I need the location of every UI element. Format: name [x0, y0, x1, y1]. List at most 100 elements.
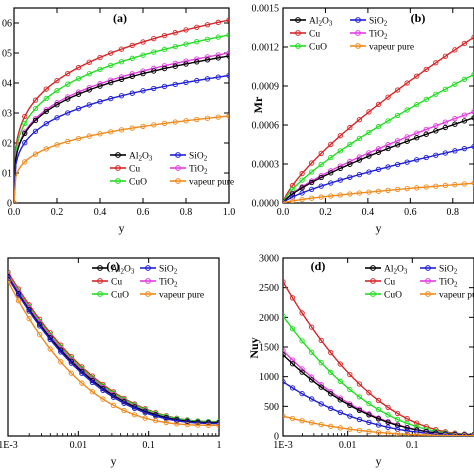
series-marker-vapeur-pure: [172, 119, 178, 125]
plot-frame: [13, 7, 230, 204]
series-marker-Al2O3: [404, 138, 410, 144]
series-marker-SiO2: [65, 110, 71, 116]
y-tick-label: 2000: [259, 313, 279, 324]
series-marker-SiO2: [394, 161, 401, 168]
x-tick-label: 0.8: [447, 207, 460, 218]
series-marker-SiO2: [79, 370, 85, 376]
series-marker-SiO2: [404, 159, 410, 165]
legend-swatch-marker: [295, 17, 301, 23]
series-marker-Al2O3: [385, 419, 391, 425]
series-marker-SiO2: [289, 385, 296, 391]
series-marker-Cu: [347, 124, 353, 131]
series-marker-vapeur-pure: [22, 159, 28, 165]
x-tick-label: 0.01: [70, 440, 88, 451]
series-marker-vapeur-pure: [54, 142, 60, 148]
series-marker-TiO2: [452, 115, 458, 122]
series-marker-SiO2: [97, 98, 103, 105]
series-marker-SiO2: [423, 154, 429, 161]
series-marker-Cu: [347, 371, 353, 378]
legend-swatch-marker: [370, 291, 376, 297]
series-marker-Al2O3: [289, 191, 296, 197]
series-line-Cu: [283, 36, 474, 203]
series-marker-Cu: [328, 350, 334, 356]
series-marker-vapeur-pure: [299, 418, 305, 424]
legend-subscript: 2: [204, 168, 208, 176]
series-marker-CuO: [394, 416, 401, 423]
series-marker-vapeur-pure: [75, 135, 82, 142]
legend-label: Al2O3: [309, 17, 333, 28]
series-marker-Cu: [442, 53, 448, 59]
series-marker-vapeur-pure: [375, 429, 382, 436]
series-marker-SiO2: [414, 157, 420, 163]
panel-1: 0.0 0.2 0.4 0.6 0.8 1.00010203040506y(a)Al2O3…: [2, 7, 235, 235]
legend-swatch-marker: [370, 265, 376, 271]
series-marker-Cu: [404, 80, 410, 86]
series-marker-CuO: [289, 326, 296, 332]
series-marker-vapeur-pure: [442, 432, 448, 436]
series-line-CuO: [14, 34, 229, 203]
series-marker-vapeur-pure: [151, 122, 157, 128]
legend-swatch-marker: [425, 278, 431, 284]
legend-label: vapeur pure: [159, 291, 204, 301]
series-marker-TiO2: [356, 154, 363, 160]
series-marker-Cu: [108, 50, 114, 56]
series-marker-vapeur-pure: [37, 331, 43, 338]
series-line-SiO2: [283, 145, 474, 203]
legend-text-part: CuO: [111, 291, 129, 301]
series-marker-vapeur-pure: [356, 427, 363, 434]
series-marker-Cu: [289, 182, 296, 189]
legend-label: vapeur pure: [189, 178, 234, 188]
series-marker-Cu: [318, 150, 324, 157]
series-marker-SiO2: [442, 150, 448, 156]
legend-label: SiO2: [189, 152, 208, 163]
series-marker-CuO: [65, 81, 71, 87]
series-marker-Cu: [97, 54, 103, 61]
legend-label: TiO2: [439, 278, 458, 289]
series-marker-SiO2: [452, 148, 458, 154]
series-marker-Cu: [151, 36, 157, 42]
series-marker-Cu: [385, 404, 391, 411]
series-marker-Cu: [86, 59, 92, 65]
x-tick-label: 0.0: [8, 207, 21, 218]
series-marker-vapeur-pure: [58, 359, 64, 365]
series-marker-Al2O3: [226, 53, 229, 59]
series-marker-vapeur-pure: [32, 151, 39, 157]
series-marker-SiO2: [366, 419, 372, 426]
legend-label: CuO: [129, 178, 147, 188]
series-marker-Al2O3: [299, 185, 305, 191]
series-marker-vapeur-pure: [423, 184, 429, 190]
series-marker-vapeur-pure: [68, 370, 74, 376]
y-tick-label: 3000: [259, 254, 279, 265]
series-marker-CuO: [347, 141, 353, 148]
series-line-vapeur-pure: [283, 415, 474, 436]
series-marker-Cu: [318, 337, 324, 344]
series-marker-CuO: [347, 386, 353, 393]
series-marker-SiO2: [194, 77, 200, 84]
legend-swatch-marker: [145, 265, 151, 271]
series-marker-SiO2: [174, 418, 180, 424]
series-marker-SiO2: [89, 379, 96, 385]
series-marker-Al2O3: [423, 131, 429, 137]
legend-swatch-marker: [145, 291, 151, 297]
series-marker-Cu: [356, 381, 363, 387]
series-marker-Al2O3: [308, 377, 315, 383]
legend-text-part: CuO: [309, 43, 327, 53]
legend-label: TiO2: [369, 30, 388, 41]
legend-text-part: O: [322, 17, 329, 27]
series-marker-vapeur-pure: [452, 432, 458, 436]
legend-label: Cu: [129, 165, 140, 175]
series-marker-vapeur-pure: [452, 182, 458, 188]
series-marker-vapeur-pure: [121, 407, 127, 414]
legend-label: TiO2: [159, 278, 178, 289]
series-group: [8, 269, 219, 428]
x-axis-label: y: [376, 454, 382, 468]
series-marker-vapeur-pure: [328, 193, 334, 199]
legend-text-part: Cu: [384, 278, 395, 288]
legend-label: CuO: [384, 291, 402, 301]
series-marker-SiO2: [216, 420, 219, 427]
series-marker-CuO: [366, 400, 372, 407]
series-marker-Cu: [283, 279, 286, 285]
series-marker-SiO2: [43, 121, 49, 127]
